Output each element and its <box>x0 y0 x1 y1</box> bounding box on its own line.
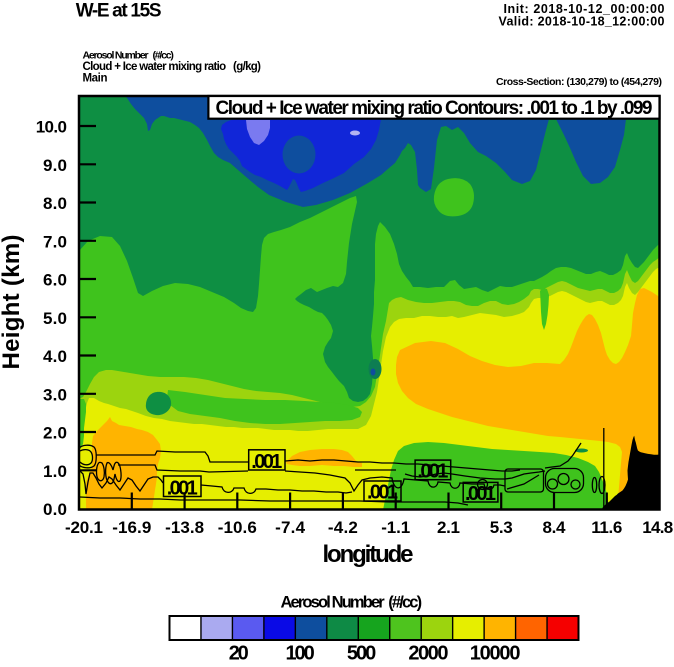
svg-text:.001: .001 <box>367 482 398 504</box>
svg-text:11.6: 11.6 <box>591 518 622 537</box>
svg-text:Init: 2018-10-12_00:00:00: Init: 2018-10-12_00:00:00 <box>504 2 665 16</box>
svg-text:Cloud + Ice water mixing ratio: Cloud + Ice water mixing ratio Contours:… <box>216 98 653 119</box>
svg-text:-16.9: -16.9 <box>112 518 151 537</box>
svg-text:.001: .001 <box>417 461 448 483</box>
svg-text:2.1: 2.1 <box>437 518 460 537</box>
svg-text:0.0: 0.0 <box>43 500 67 519</box>
svg-text:100: 100 <box>285 643 314 665</box>
svg-text:Cross-Section: (130,279) to (4: Cross-Section: (130,279) to (454,279) <box>496 76 662 88</box>
svg-text:9.0: 9.0 <box>43 156 67 175</box>
svg-text:-10.6: -10.6 <box>218 518 257 537</box>
svg-text:2.0: 2.0 <box>43 424 67 443</box>
svg-text:8.4: 8.4 <box>543 518 567 537</box>
svg-text:1.0: 1.0 <box>43 462 67 481</box>
svg-text:14.8: 14.8 <box>642 518 673 537</box>
svg-text:Cloud + Ice water mixing ratio: Cloud + Ice water mixing ratio (g/kg) <box>83 61 262 73</box>
svg-text:Valid: 2018-10-18_12:00:00: Valid: 2018-10-18_12:00:00 <box>499 15 665 29</box>
svg-text:500: 500 <box>347 643 376 665</box>
svg-text:3.0: 3.0 <box>43 385 67 404</box>
svg-text:-7.4: -7.4 <box>275 518 306 537</box>
svg-text:longitude: longitude <box>323 541 414 568</box>
svg-text:10.0: 10.0 <box>36 118 67 137</box>
svg-text:.001: .001 <box>465 483 496 505</box>
svg-text:.001: .001 <box>251 451 282 473</box>
svg-text:5.3: 5.3 <box>490 518 513 537</box>
svg-text:-4.2: -4.2 <box>328 518 358 537</box>
svg-text:-20.1: -20.1 <box>65 518 103 537</box>
svg-text:6.0: 6.0 <box>43 271 67 290</box>
svg-text:2000: 2000 <box>408 643 448 665</box>
svg-text:Height (km): Height (km) <box>0 235 25 370</box>
svg-text:Main: Main <box>83 72 108 84</box>
svg-text:-13.8: -13.8 <box>165 518 204 537</box>
svg-text:20: 20 <box>229 643 249 665</box>
svg-text:-1.1: -1.1 <box>381 518 410 537</box>
svg-text:W-E at 15S: W-E at 15S <box>76 1 162 22</box>
svg-text:8.0: 8.0 <box>43 194 67 213</box>
svg-text:.001: .001 <box>167 478 198 500</box>
svg-text:Aerosol Number (#/cc): Aerosol Number (#/cc) <box>83 50 174 62</box>
svg-text:5.0: 5.0 <box>43 309 67 328</box>
svg-text:10000: 10000 <box>470 643 521 665</box>
svg-text:Aerosol Number (#/cc): Aerosol Number (#/cc) <box>281 594 423 612</box>
svg-text:4.0: 4.0 <box>43 347 67 366</box>
svg-text:7.0: 7.0 <box>43 232 67 251</box>
